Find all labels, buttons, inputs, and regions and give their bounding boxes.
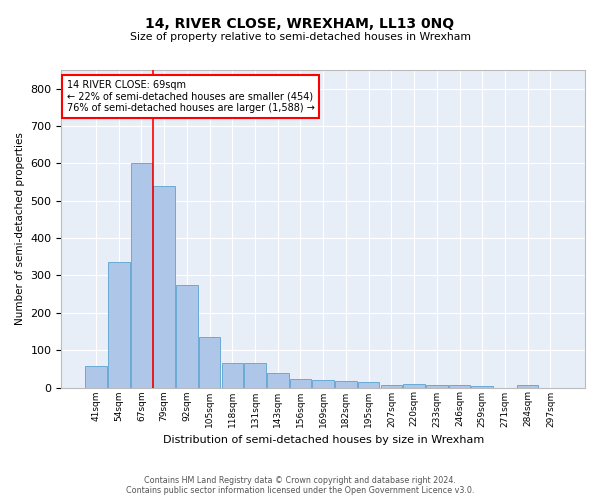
Bar bbox=[403, 384, 425, 388]
Bar bbox=[176, 285, 197, 388]
Bar bbox=[85, 366, 107, 388]
Bar bbox=[335, 381, 357, 388]
Bar bbox=[267, 372, 289, 388]
Bar bbox=[313, 380, 334, 388]
Text: 14 RIVER CLOSE: 69sqm
← 22% of semi-detached houses are smaller (454)
76% of sem: 14 RIVER CLOSE: 69sqm ← 22% of semi-deta… bbox=[67, 80, 314, 112]
Bar bbox=[517, 384, 538, 388]
Bar bbox=[358, 382, 379, 388]
Y-axis label: Number of semi-detached properties: Number of semi-detached properties bbox=[15, 132, 25, 325]
Bar bbox=[380, 384, 402, 388]
Bar bbox=[472, 386, 493, 388]
Bar bbox=[221, 363, 243, 388]
Bar bbox=[449, 384, 470, 388]
Bar bbox=[154, 186, 175, 388]
Bar bbox=[290, 380, 311, 388]
Bar bbox=[244, 363, 266, 388]
Text: 14, RIVER CLOSE, WREXHAM, LL13 0NQ: 14, RIVER CLOSE, WREXHAM, LL13 0NQ bbox=[145, 18, 455, 32]
Bar bbox=[131, 164, 152, 388]
Text: Size of property relative to semi-detached houses in Wrexham: Size of property relative to semi-detach… bbox=[130, 32, 470, 42]
Bar bbox=[108, 262, 130, 388]
Bar bbox=[426, 384, 448, 388]
Bar bbox=[199, 337, 220, 388]
Text: Contains HM Land Registry data © Crown copyright and database right 2024.
Contai: Contains HM Land Registry data © Crown c… bbox=[126, 476, 474, 495]
X-axis label: Distribution of semi-detached houses by size in Wrexham: Distribution of semi-detached houses by … bbox=[163, 435, 484, 445]
